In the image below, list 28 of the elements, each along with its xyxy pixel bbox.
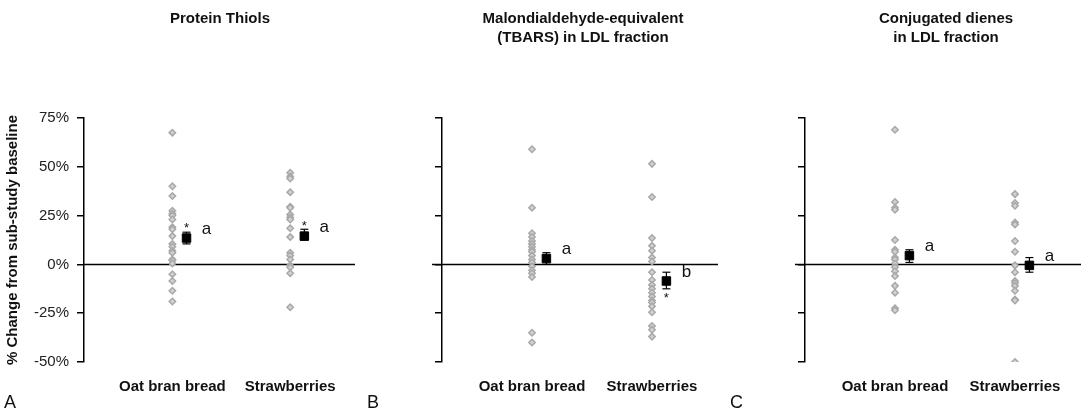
annotation: a: [1044, 246, 1055, 266]
y-tick-label: 50%: [38, 156, 70, 174]
annotation: *: [183, 219, 190, 235]
annotation: *: [663, 290, 669, 306]
x-tick-label: Oat bran bread: [119, 377, 226, 395]
annotation: a: [201, 218, 212, 238]
x-tick-label: Oat bran bread: [478, 377, 586, 395]
text: B: [367, 392, 380, 413]
y-axis-title: % Change from sub-study baseline: [3, 114, 21, 366]
annotation: a: [924, 236, 935, 256]
y-tick-label: 25%: [38, 205, 70, 223]
annotation: a: [561, 239, 572, 259]
chart-title: Protein Thiols: [169, 8, 271, 27]
chart-title: Conjugated dienes in LDL fraction: [877, 8, 1015, 46]
annotation: a: [319, 216, 330, 236]
y-tick-label: -25%: [33, 303, 70, 321]
text: A: [4, 392, 17, 413]
x-tick-label: Strawberries: [969, 377, 1061, 395]
x-tick-label: Oat bran bread: [841, 377, 949, 395]
text: C: [730, 392, 743, 413]
chart-title: Malondialdehyde-equivalent (TBARS) in LDL fraction: [481, 8, 685, 46]
x-tick-label: Strawberries: [606, 377, 698, 395]
annotation: b: [681, 261, 692, 281]
y-tick-label: 75%: [38, 108, 70, 126]
annotation: *: [301, 217, 307, 233]
y-tick-label: 0%: [47, 254, 70, 272]
y-tick-label: -50%: [33, 352, 70, 370]
x-tick-label: Strawberries: [244, 377, 336, 395]
